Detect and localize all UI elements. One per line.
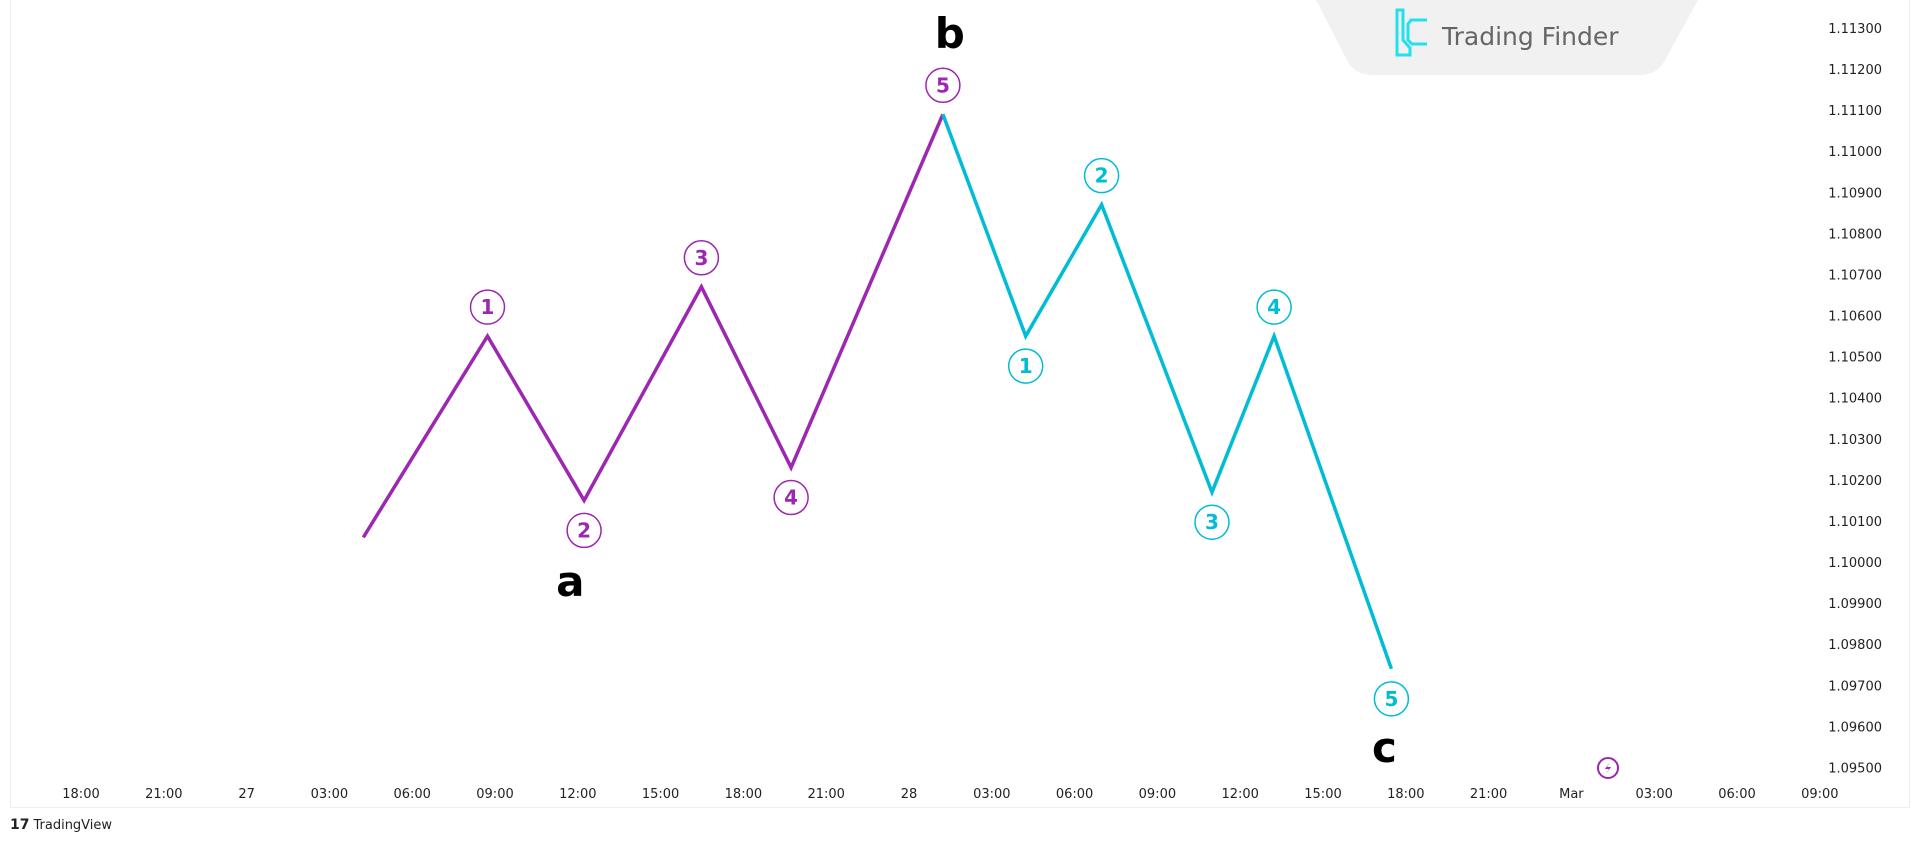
- time-tick-label: 12:00: [559, 787, 596, 802]
- price-tick-label: 1.10400: [1828, 392, 1882, 407]
- wave-line-1: [941, 113, 1394, 670]
- wave-label-circle: [1007, 348, 1044, 384]
- time-tick-label: 12:00: [1221, 787, 1258, 802]
- time-tick-label: 18:00: [1387, 787, 1424, 802]
- wave-label: 1: [469, 289, 506, 325]
- wave-degree-label: b: [935, 9, 965, 58]
- wave-label: 3: [1194, 504, 1230, 540]
- time-tick-label: 03:00: [973, 787, 1010, 802]
- price-tick-label: 1.10000: [1828, 556, 1882, 571]
- wave-label: 1: [1007, 348, 1044, 384]
- wave-label-number: 5: [936, 73, 950, 97]
- time-tick-label: 15:00: [1304, 787, 1341, 802]
- price-tick-label: 1.10900: [1828, 186, 1882, 201]
- price-axis[interactable]: 1.11300 1.11200 1.11100 1.11000 1.10900 1.108…: [1828, 22, 1882, 776]
- time-tick-label: 03:00: [311, 787, 348, 802]
- price-tick-label: 1.10700: [1828, 268, 1882, 283]
- wave-label: 4: [773, 479, 809, 516]
- wave-label-circle: [1194, 504, 1230, 540]
- price-tick-label: 1.11300: [1828, 22, 1882, 37]
- lightning-icon[interactable]: [1597, 757, 1619, 779]
- price-tick-label: 1.11100: [1828, 104, 1882, 119]
- time-tick-label: 28: [901, 787, 918, 802]
- price-tick-label: 1.09800: [1828, 638, 1882, 653]
- wave-label: 5: [1373, 681, 1410, 717]
- wave-label: 2: [566, 512, 602, 549]
- time-tick-label: Mar: [1559, 787, 1584, 802]
- watermark-text: Trading Finder: [1441, 22, 1619, 51]
- wave-label-circle: [1373, 681, 1410, 717]
- price-tick-label: 1.10800: [1828, 227, 1882, 242]
- tradingview-logo-icon: 17: [10, 817, 30, 833]
- wave-label-number: 3: [1205, 510, 1219, 534]
- time-tick-label: 06:00: [1718, 787, 1755, 802]
- time-axis[interactable]: 18:00 21:00 27 03:00 06:00 09:00 12:00 15:00 18:…: [62, 787, 1838, 802]
- wave-label: 2: [1083, 157, 1120, 194]
- wave-label-number: 4: [784, 486, 798, 510]
- wave-label-number: 5: [1384, 687, 1398, 711]
- wave-label: 3: [683, 240, 720, 276]
- time-tick-label: 18:00: [62, 787, 99, 802]
- wave-label-circle: [1083, 157, 1120, 194]
- wave-label-number: 2: [1095, 164, 1109, 188]
- price-tick-label: 1.09900: [1828, 597, 1882, 612]
- price-tick-label: 1.09600: [1828, 720, 1882, 735]
- wave-label-number: 4: [1267, 295, 1281, 319]
- time-tick-label: 03:00: [1635, 787, 1672, 802]
- time-tick-label: 09:00: [476, 787, 513, 802]
- time-tick-label: 06:00: [1056, 787, 1093, 802]
- price-tick-label: 1.10600: [1828, 310, 1882, 325]
- wave-label-circle: [773, 479, 809, 516]
- wave-label-circle: [683, 240, 720, 276]
- wave-label-number: 2: [577, 518, 591, 542]
- time-tick-label: 21:00: [1470, 787, 1507, 802]
- wave-label-number: 3: [694, 246, 708, 270]
- chart-frame: [10, 0, 1910, 808]
- wave-label-circle: [925, 67, 961, 104]
- time-tick-label: 15:00: [642, 787, 679, 802]
- price-tick-label: 1.11200: [1828, 63, 1882, 78]
- time-tick-label: 21:00: [145, 787, 182, 802]
- tradingview-brand: 17 TradingView: [10, 817, 112, 833]
- price-tick-label: 1.09500: [1828, 761, 1882, 776]
- wave-label-number: 1: [481, 295, 495, 319]
- wave-degree-label: c: [1372, 723, 1397, 772]
- watermark: Trading Finder: [1316, 0, 1698, 75]
- time-tick-label: 18:00: [725, 787, 762, 802]
- tradingview-text: TradingView: [33, 817, 113, 833]
- wave-label: 5: [925, 67, 961, 104]
- wave-label-circle: [469, 289, 506, 325]
- price-tick-label: 1.10200: [1828, 474, 1882, 489]
- wave-label-number: 1: [1019, 354, 1033, 378]
- wave-label: 4: [1256, 289, 1292, 325]
- price-tick-label: 1.11000: [1828, 145, 1882, 160]
- time-tick-label: 27: [238, 787, 255, 802]
- wave-label-circle: [566, 512, 602, 549]
- price-tick-label: 1.10500: [1828, 351, 1882, 366]
- time-tick-label: 09:00: [1801, 787, 1838, 802]
- trading-finder-logo-icon: [1395, 8, 1427, 57]
- wave-line-0: [361, 113, 945, 539]
- wave-label-circle: [1256, 289, 1292, 325]
- price-tick-label: 1.10100: [1828, 515, 1882, 530]
- price-tick-label: 1.10300: [1828, 433, 1882, 448]
- time-tick-label: 09:00: [1139, 787, 1176, 802]
- time-tick-label: 21:00: [807, 787, 844, 802]
- price-tick-label: 1.09700: [1828, 679, 1882, 694]
- wave-degree-label: a: [556, 557, 584, 606]
- time-tick-label: 06:00: [393, 787, 430, 802]
